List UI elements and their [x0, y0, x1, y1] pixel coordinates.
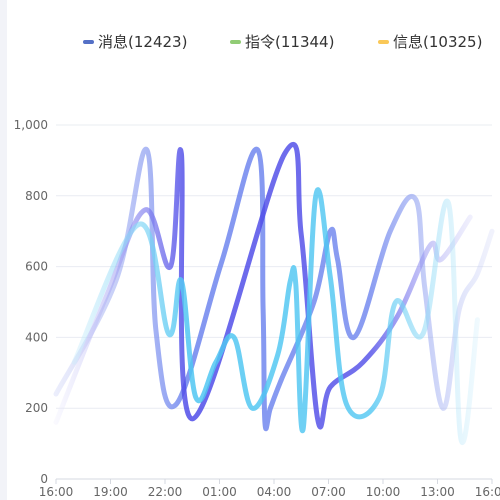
- x-tick-label: 07:00: [311, 485, 346, 499]
- y-tick-label: 400: [25, 330, 48, 344]
- y-tick-label: 200: [25, 401, 48, 415]
- left-edge-strip: [0, 0, 7, 500]
- x-tick-label: 04:00: [257, 485, 292, 499]
- x-tick-label: 13:00: [420, 485, 455, 499]
- legend-swatch-icon: [378, 39, 389, 44]
- legend-swatch-icon: [230, 39, 241, 44]
- series-line: [71, 187, 480, 446]
- legend-item-zhiling[interactable]: 指令(11344): [230, 31, 334, 52]
- x-tick-label: 01:00: [202, 485, 237, 499]
- legend-label: 信息(10325): [393, 33, 483, 51]
- axis-layer: 0 200 400 600 800 1,000 16:00 19:00 22:00 01:00 04…: [14, 118, 500, 499]
- series-layer: [53, 142, 495, 446]
- x-tick-label: 16:00: [475, 485, 500, 499]
- x-tick-label: 16:00: [39, 485, 74, 499]
- chart-legend: 消息(12423) 指令(11344) 信息(10325): [0, 31, 500, 53]
- series-line: [53, 142, 473, 430]
- y-tick-label: 0: [40, 472, 48, 486]
- x-tick-label: 10:00: [366, 485, 401, 499]
- legend-label: 消息(12423): [98, 33, 188, 51]
- legend-item-xiaoxi[interactable]: 消息(12423): [83, 31, 187, 52]
- x-tick-label: 22:00: [148, 485, 183, 499]
- legend-swatch-icon: [83, 39, 94, 44]
- x-tick-label: 19:00: [93, 485, 128, 499]
- legend-item-xinxi[interactable]: 信息(10325): [378, 31, 482, 52]
- series-line: [53, 146, 495, 432]
- legend-label: 指令(11344): [245, 33, 335, 51]
- y-tick-label: 600: [25, 260, 48, 274]
- y-tick-label: 800: [25, 189, 48, 203]
- y-tick-label: 1,000: [14, 118, 48, 132]
